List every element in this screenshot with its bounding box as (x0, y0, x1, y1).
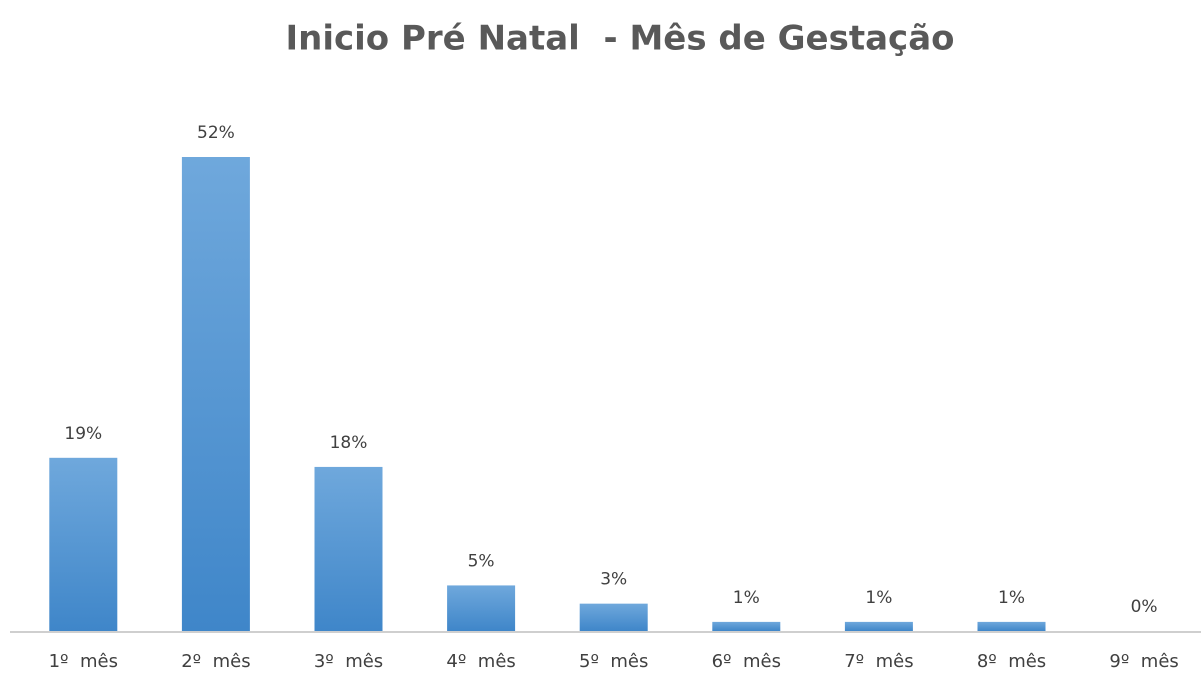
data-label: 5% (468, 551, 495, 571)
data-label: 19% (64, 424, 102, 444)
bar (49, 457, 118, 631)
x-tick-label: 1º mês (49, 651, 118, 672)
bar (447, 585, 516, 631)
x-tick-label: 8º mês (977, 651, 1046, 672)
x-tick-label: 6º mês (712, 651, 781, 672)
data-label: 3% (600, 570, 627, 590)
data-label: 1% (998, 588, 1025, 608)
data-label: 52% (197, 123, 235, 143)
bar (977, 621, 1046, 631)
data-label: 1% (733, 588, 760, 608)
x-tick-label: 2º mês (181, 651, 250, 672)
chart-title: Inicio Pré Natal - Mês de Gestação (285, 19, 954, 59)
data-label: 1% (865, 588, 892, 608)
x-tick-label: 5º mês (579, 651, 648, 672)
bar (844, 621, 913, 631)
bar (314, 466, 383, 631)
bar (579, 603, 648, 631)
bar (712, 621, 781, 631)
x-tick-label: 3º mês (314, 651, 383, 672)
bar (181, 157, 250, 631)
x-tick-label: 7º mês (844, 651, 913, 672)
data-label: 0% (1131, 597, 1158, 617)
x-tick-label: 4º mês (446, 651, 515, 672)
data-label: 18% (330, 433, 368, 453)
x-tick-label: 9º mês (1109, 651, 1178, 672)
